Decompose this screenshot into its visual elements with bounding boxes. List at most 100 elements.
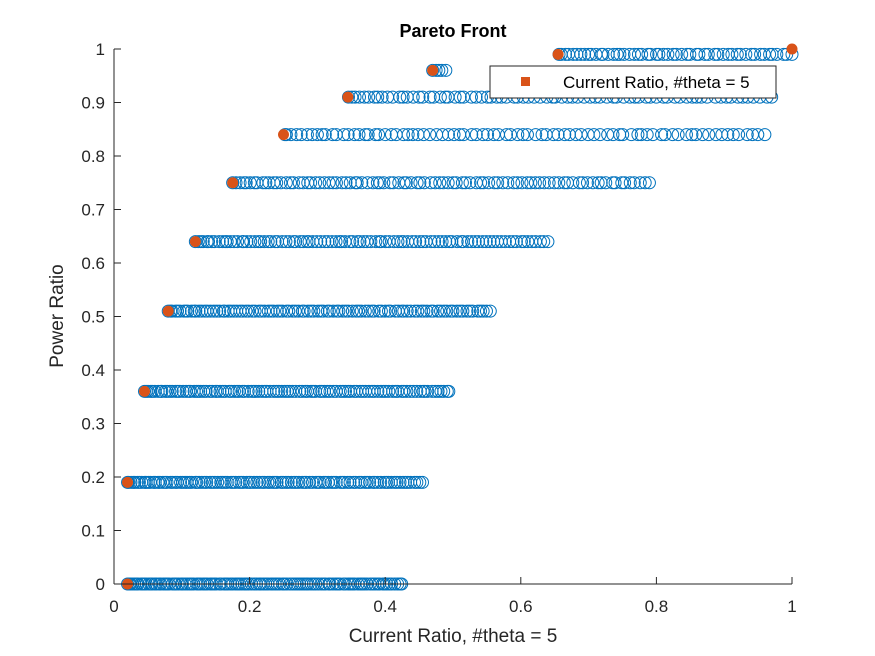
candidate-point: [258, 304, 272, 318]
chart-title: Pareto Front: [399, 21, 506, 41]
candidate-point: [270, 176, 284, 190]
candidate-point: [561, 176, 574, 190]
candidate-point: [300, 128, 314, 142]
y-tick-label: 0.6: [81, 254, 105, 273]
candidate-point: [744, 47, 758, 61]
candidate-point: [739, 47, 753, 61]
candidate-point: [433, 176, 447, 190]
candidate-point: [239, 304, 253, 318]
candidate-point: [572, 176, 586, 190]
candidate-point: [313, 475, 327, 489]
candidate-point: [296, 235, 310, 249]
candidate-point: [551, 128, 565, 142]
candidate-point: [406, 128, 420, 142]
candidate-point: [586, 176, 600, 190]
candidate-point: [758, 128, 772, 142]
candidate-point: [205, 384, 219, 398]
candidate-point: [393, 475, 407, 489]
candidate-point: [371, 475, 385, 489]
candidate-point: [374, 235, 388, 249]
candidate-point: [337, 475, 351, 489]
candidate-point: [417, 304, 431, 318]
candidate-point: [541, 235, 555, 249]
candidate-point: [547, 176, 561, 190]
candidate-point: [606, 128, 620, 142]
x-tick-label: 0.6: [509, 597, 533, 616]
candidate-point: [341, 128, 355, 142]
candidate-point: [491, 176, 505, 190]
candidate-point: [406, 90, 420, 104]
candidate-point: [498, 235, 512, 249]
candidate-point: [417, 176, 431, 190]
candidate-point: [305, 128, 319, 142]
candidate-point: [683, 47, 697, 61]
candidate-point: [437, 304, 451, 318]
candidate-point: [558, 128, 572, 142]
candidate-point: [276, 304, 290, 318]
candidate-point: [658, 128, 672, 142]
candidate-point: [466, 304, 480, 318]
candidate-point: [438, 90, 452, 104]
candidate-point: [166, 475, 179, 489]
candidate-point: [437, 384, 451, 398]
candidate-point: [248, 304, 262, 318]
candidate-point: [751, 128, 765, 142]
candidate-point: [335, 176, 349, 190]
candidate-point: [652, 47, 666, 61]
candidate-point: [418, 384, 432, 398]
axes: 0 0.2 0.4 0.6 0.8 1 0 0.1 0.2 0.3 0.4 0.5 0.6 0.7 0.8 0…: [81, 40, 796, 616]
candidate-point: [623, 176, 637, 190]
candidate-point: [566, 47, 580, 61]
candidate-point: [244, 235, 258, 249]
candidate-point: [702, 128, 716, 142]
candidate-point: [362, 90, 376, 104]
candidate-point: [453, 90, 467, 104]
candidate-point: [257, 235, 271, 249]
candidate-point: [596, 47, 610, 61]
candidate-point: [213, 304, 227, 318]
candidate-point: [599, 176, 613, 190]
candidate-point: [326, 176, 340, 190]
candidate-point: [537, 176, 551, 190]
candidate-point: [404, 304, 418, 318]
legend-marker: [521, 77, 530, 86]
candidate-point: [441, 128, 455, 142]
candidate-point: [267, 176, 281, 190]
candidate-point: [661, 47, 675, 61]
candidate-point: [211, 475, 225, 489]
candidate-point: [420, 304, 434, 318]
candidate-point: [515, 176, 529, 190]
candidate-point: [476, 128, 490, 142]
candidate-point: [726, 128, 740, 142]
candidate-point: [533, 176, 547, 190]
candidate-point: [203, 304, 217, 318]
candidate-point: [457, 128, 470, 142]
candidate-point: [616, 128, 630, 142]
candidate-point: [441, 176, 455, 190]
candidate-point: [390, 475, 404, 489]
candidate-point: [770, 47, 784, 61]
candidate-point: [464, 90, 478, 104]
candidate-point: [176, 384, 190, 398]
candidate-point: [322, 304, 336, 318]
candidate-point: [413, 475, 427, 489]
candidate-point: [297, 304, 311, 318]
candidate-point: [393, 90, 407, 104]
candidate-point: [184, 384, 198, 398]
candidate-point: [431, 304, 445, 318]
candidate-point: [631, 128, 645, 142]
candidate-point: [449, 176, 463, 190]
candidate-point: [450, 235, 464, 249]
candidate-point: [487, 128, 501, 142]
y-tick-label: 0.3: [81, 415, 105, 434]
candidate-point: [666, 128, 680, 142]
legend-label: Current Ratio, #theta = 5: [563, 73, 750, 92]
pareto-front-series: [122, 43, 798, 590]
candidate-point: [711, 47, 725, 61]
candidate-point: [574, 47, 588, 61]
candidate-point: [528, 176, 542, 190]
candidate-point: [666, 47, 680, 61]
x-tick-label: 1: [787, 597, 796, 616]
x-tick-label: 0.8: [645, 597, 669, 616]
candidate-point: [279, 235, 293, 249]
